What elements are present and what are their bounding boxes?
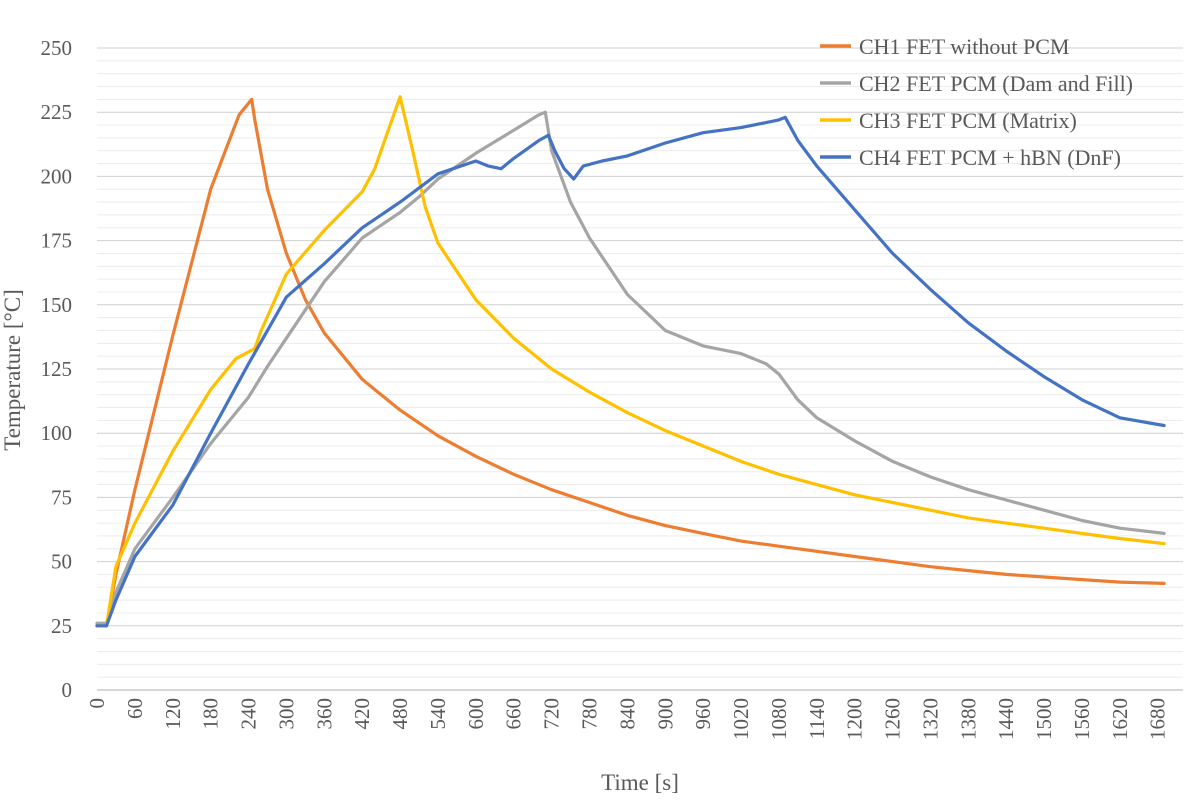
x-tick-label: 1260 (881, 698, 905, 740)
y-tick-label: 75 (51, 485, 72, 509)
x-axis-title: Time [s] (601, 770, 679, 795)
x-tick-label: 720 (540, 698, 564, 730)
x-tick-label: 0 (85, 698, 109, 709)
x-tick-label: 60 (123, 698, 147, 719)
x-tick-label: 900 (653, 698, 677, 730)
series-line-ch4 (95, 115, 1166, 628)
legend-label: CH1 FET without PCM (859, 34, 1069, 59)
x-tick-label: 1140 (805, 698, 829, 739)
y-axis-title: Temperature [°C] (0, 289, 25, 450)
series-line-ch3 (95, 95, 1166, 628)
y-tick-label: 50 (51, 550, 72, 574)
y-tick-label: 175 (41, 229, 73, 253)
x-tick-label: 300 (274, 698, 298, 730)
x-tick-label: 1680 (1146, 698, 1170, 740)
y-tick-label: 25 (51, 614, 72, 638)
legend-label: CH4 FET PCM + hBN (DnF) (859, 145, 1121, 170)
y-tick-label: 225 (41, 100, 73, 124)
x-tick-label: 240 (237, 698, 261, 730)
x-tick-label: 660 (502, 698, 526, 730)
major-gridlines (97, 47, 1183, 627)
x-tick-label: 420 (350, 698, 374, 730)
legend: CH1 FET without PCM CH2 FET PCM (Dam and … (820, 34, 1133, 170)
x-tick-label: 780 (577, 698, 601, 730)
y-tick-label: 100 (41, 421, 73, 445)
y-tick-label: 200 (41, 164, 73, 188)
x-tick-label: 1560 (1070, 698, 1094, 740)
x-tick-label: 1500 (1032, 698, 1056, 740)
y-tick-label: 250 (41, 36, 73, 60)
y-axis-tick-labels: 0 25 50 75 100 125 150 175 200 225 250 (41, 36, 73, 702)
y-tick-label: 0 (62, 678, 73, 702)
x-tick-label: 540 (426, 698, 450, 730)
x-tick-label: 1080 (767, 698, 791, 740)
x-tick-label: 1380 (956, 698, 980, 740)
legend-label: CH2 FET PCM (Dam and Fill) (859, 71, 1133, 96)
x-tick-label: 480 (388, 698, 412, 730)
x-tick-label: 1020 (729, 698, 753, 740)
x-axis-tick-labels: 0 60 120 180 240 300 360 420 480 540 600 660 720 780 8… (85, 698, 1170, 740)
x-tick-label: 360 (312, 698, 336, 730)
y-tick-label: 125 (41, 357, 73, 381)
series-lines (95, 95, 1166, 628)
x-tick-label: 1440 (994, 698, 1018, 740)
x-tick-label: 1320 (918, 698, 942, 740)
y-tick-label: 150 (41, 293, 73, 317)
series-line-ch1 (95, 97, 1166, 628)
x-tick-label: 120 (161, 698, 185, 730)
x-tick-label: 960 (691, 698, 715, 730)
x-tick-label: 600 (464, 698, 488, 730)
x-tick-label: 1620 (1108, 698, 1132, 740)
x-tick-label: 180 (199, 698, 223, 730)
x-tick-label: 1200 (843, 698, 867, 740)
legend-label: CH3 FET PCM (Matrix) (859, 108, 1077, 133)
x-tick-label: 840 (615, 698, 639, 730)
series-line-ch2 (95, 110, 1166, 625)
minor-gridlines (97, 60, 1183, 678)
